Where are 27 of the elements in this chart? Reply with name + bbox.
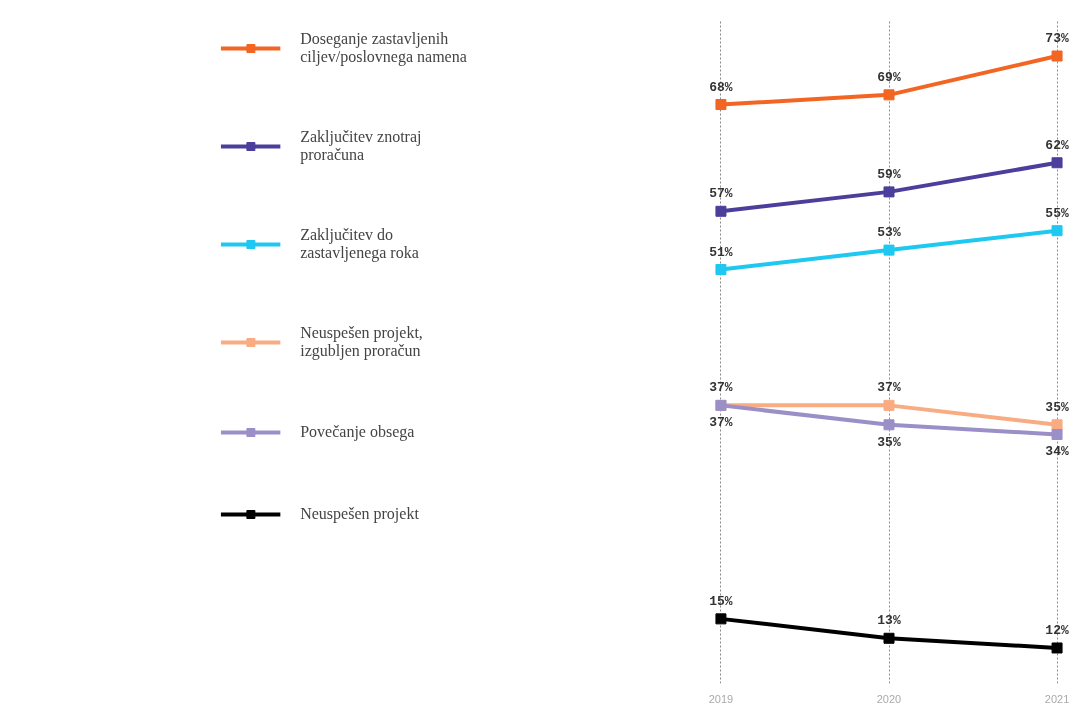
data-label: 34% xyxy=(1045,444,1069,460)
legend-label: Doseganje zastavljenih ciljev/poslovnega namena xyxy=(300,30,467,66)
data-label: 62% xyxy=(1045,137,1069,153)
x-tick-label: 2021 xyxy=(1044,692,1070,705)
data-label: 59% xyxy=(877,166,901,182)
data-label: 57% xyxy=(709,186,733,202)
data-label: 13% xyxy=(877,613,901,629)
data-label: 12% xyxy=(1045,622,1069,638)
data-label: 35% xyxy=(877,434,901,450)
legend-label: Zaključitev znotraj proračuna xyxy=(300,128,422,164)
legend-label: Neuspešen projekt xyxy=(300,505,419,523)
data-label: 15% xyxy=(709,593,733,609)
data-label: 55% xyxy=(1045,205,1069,221)
data-label: 37% xyxy=(709,380,733,396)
x-tick-label: 2020 xyxy=(876,692,902,705)
legend-label: Povečanje obsega xyxy=(300,423,415,441)
data-label: 53% xyxy=(877,225,901,241)
data-label: 73% xyxy=(1045,31,1069,47)
legend-label: Zaključitev do zastavljenega roka xyxy=(300,226,419,262)
data-label: 51% xyxy=(709,244,733,260)
data-label: 37% xyxy=(709,415,733,431)
data-label: 35% xyxy=(1045,399,1069,415)
x-tick-label: 2019 xyxy=(708,692,734,705)
data-label: 69% xyxy=(877,69,901,85)
data-label: 37% xyxy=(877,380,901,396)
legend-label: Neuspešen projekt, izgubljen proračun xyxy=(300,324,423,360)
data-label: 68% xyxy=(709,79,733,95)
